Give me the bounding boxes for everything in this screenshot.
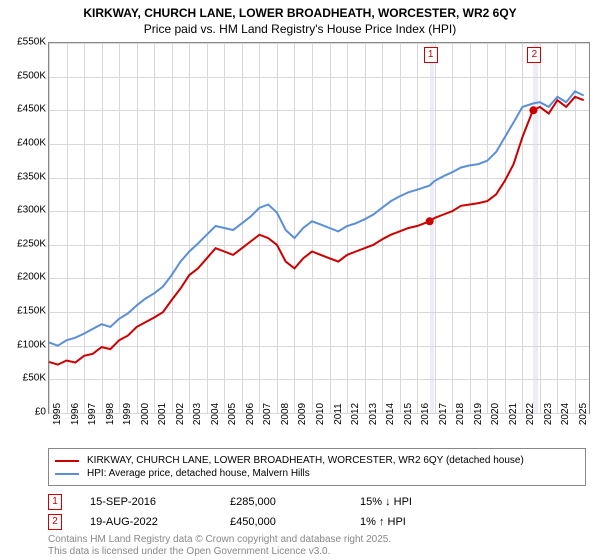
y-tick-label: £50K bbox=[6, 373, 46, 384]
footnote-line1: Contains HM Land Registry data © Crown c… bbox=[48, 534, 391, 545]
y-tick-label: £150K bbox=[6, 306, 46, 317]
x-tick-label: 1996 bbox=[70, 403, 81, 425]
x-tick-label: 1998 bbox=[105, 403, 116, 425]
legend-item: HPI: Average price, detached house, Malv… bbox=[55, 468, 579, 479]
x-tick-label: 2005 bbox=[227, 403, 238, 425]
x-tick-label: 2009 bbox=[297, 403, 308, 425]
legend-box: KIRKWAY, CHURCH LANE, LOWER BROADHEATH, … bbox=[48, 448, 586, 486]
series-line-property bbox=[49, 97, 584, 365]
x-tick-label: 2003 bbox=[192, 403, 203, 425]
x-tick-label: 2000 bbox=[140, 403, 151, 425]
footnote-line2: This data is licensed under the Open Gov… bbox=[48, 546, 330, 557]
x-tick-label: 2025 bbox=[578, 403, 589, 425]
sale-row-1: 1 15-SEP-2016 £285,000 15% ↓ HPI bbox=[48, 494, 586, 510]
x-tick-label: 2020 bbox=[490, 403, 501, 425]
sale-row-2: 2 19-AUG-2022 £450,000 1% ↑ HPI bbox=[48, 514, 586, 530]
y-tick-label: £500K bbox=[6, 70, 46, 81]
x-tick-label: 2023 bbox=[543, 403, 554, 425]
x-tick-label: 2017 bbox=[438, 403, 449, 425]
y-tick-label: £400K bbox=[6, 137, 46, 148]
y-tick-label: £100K bbox=[6, 339, 46, 350]
legend-swatch-property bbox=[55, 460, 79, 462]
x-tick-label: 2015 bbox=[403, 403, 414, 425]
x-tick-label: 2010 bbox=[315, 403, 326, 425]
chart-title-line1: KIRKWAY, CHURCH LANE, LOWER BROADHEATH, … bbox=[0, 0, 600, 22]
x-tick-label: 2013 bbox=[368, 403, 379, 425]
y-tick-label: £0 bbox=[6, 407, 46, 418]
x-tick-label: 1997 bbox=[87, 403, 98, 425]
legend-label-hpi: HPI: Average price, detached house, Malv… bbox=[87, 468, 310, 479]
sale-price: £285,000 bbox=[230, 496, 360, 508]
sale-marker-label: 1 bbox=[424, 47, 438, 63]
x-tick-label: 2011 bbox=[333, 403, 344, 425]
x-tick-label: 2022 bbox=[525, 403, 536, 425]
x-tick-label: 2016 bbox=[420, 403, 431, 425]
legend-swatch-hpi bbox=[55, 473, 79, 475]
x-tick-label: 2001 bbox=[157, 403, 168, 425]
chart-svg-lines bbox=[49, 43, 589, 413]
series-line-hpi bbox=[49, 91, 584, 345]
chart-title-line2: Price paid vs. HM Land Registry's House … bbox=[0, 22, 600, 38]
x-tick-label: 2019 bbox=[473, 403, 484, 425]
chart-plot-area: 12 bbox=[48, 42, 590, 414]
sale-date: 19-AUG-2022 bbox=[90, 516, 230, 528]
sale-marker-icon: 2 bbox=[48, 514, 62, 530]
sale-marker-dot bbox=[426, 217, 434, 225]
chart-container: KIRKWAY, CHURCH LANE, LOWER BROADHEATH, … bbox=[0, 0, 600, 560]
sale-hpi-delta: 1% ↑ HPI bbox=[360, 516, 406, 528]
y-tick-label: £250K bbox=[6, 238, 46, 249]
y-tick-label: £550K bbox=[6, 37, 46, 48]
x-tick-label: 2024 bbox=[560, 403, 571, 425]
y-tick-label: £350K bbox=[6, 171, 46, 182]
x-tick-label: 2012 bbox=[350, 403, 361, 425]
sale-marker-label: 2 bbox=[527, 47, 541, 63]
legend-label-property: KIRKWAY, CHURCH LANE, LOWER BROADHEATH, … bbox=[87, 455, 524, 466]
legend-item: KIRKWAY, CHURCH LANE, LOWER BROADHEATH, … bbox=[55, 455, 579, 466]
x-tick-label: 2008 bbox=[280, 403, 291, 425]
x-tick-label: 2007 bbox=[262, 403, 273, 425]
x-tick-label: 2014 bbox=[385, 403, 396, 425]
sale-date: 15-SEP-2016 bbox=[90, 496, 230, 508]
x-tick-label: 1999 bbox=[122, 403, 133, 425]
x-tick-label: 2018 bbox=[455, 403, 466, 425]
x-tick-label: 2002 bbox=[175, 403, 186, 425]
x-tick-label: 2004 bbox=[210, 403, 221, 425]
y-tick-label: £450K bbox=[6, 104, 46, 115]
x-tick-label: 2006 bbox=[245, 403, 256, 425]
sale-hpi-delta: 15% ↓ HPI bbox=[360, 496, 412, 508]
y-tick-label: £300K bbox=[6, 205, 46, 216]
y-tick-label: £200K bbox=[6, 272, 46, 283]
x-tick-label: 1995 bbox=[52, 403, 63, 425]
sale-marker-dot bbox=[529, 106, 537, 114]
sale-marker-icon: 1 bbox=[48, 494, 62, 510]
sale-price: £450,000 bbox=[230, 516, 360, 528]
x-tick-label: 2021 bbox=[508, 403, 519, 425]
